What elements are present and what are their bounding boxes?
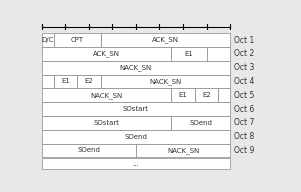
Text: ACK_SN: ACK_SN [152, 37, 179, 43]
Text: NACK_SN: NACK_SN [167, 147, 199, 154]
Text: SOstart: SOstart [123, 106, 149, 112]
Text: E1: E1 [61, 79, 70, 84]
Polygon shape [77, 74, 101, 88]
Text: ...: ... [132, 161, 139, 167]
Text: NACK_SN: NACK_SN [120, 64, 152, 71]
Polygon shape [42, 61, 230, 74]
Polygon shape [171, 116, 230, 130]
Text: Oct 8: Oct 8 [234, 132, 254, 141]
Polygon shape [218, 88, 230, 102]
Text: E2: E2 [202, 92, 211, 98]
Polygon shape [42, 33, 54, 47]
Polygon shape [195, 88, 218, 102]
Text: CPT: CPT [70, 37, 84, 43]
Text: Oct 6: Oct 6 [234, 105, 254, 113]
Text: Oct 1: Oct 1 [234, 36, 254, 45]
Text: Oct 9: Oct 9 [234, 146, 254, 155]
Text: ACK_SN: ACK_SN [93, 50, 120, 57]
Polygon shape [171, 47, 206, 61]
Text: SOend: SOend [125, 134, 147, 140]
Polygon shape [171, 88, 195, 102]
Polygon shape [42, 158, 230, 169]
Polygon shape [42, 116, 171, 130]
Text: E1: E1 [178, 92, 188, 98]
Text: SOend: SOend [77, 147, 100, 153]
Polygon shape [42, 88, 171, 102]
Text: E1: E1 [185, 51, 193, 57]
Text: SOend: SOend [189, 120, 212, 126]
Polygon shape [42, 74, 54, 88]
Polygon shape [101, 33, 230, 47]
Polygon shape [54, 74, 77, 88]
Polygon shape [206, 47, 230, 61]
Text: SOstart: SOstart [94, 120, 119, 126]
Text: Oct 5: Oct 5 [234, 91, 254, 100]
Polygon shape [136, 144, 230, 157]
Text: Oct 4: Oct 4 [234, 77, 254, 86]
Polygon shape [42, 102, 230, 116]
Polygon shape [42, 130, 230, 144]
Text: NACK_SN: NACK_SN [149, 78, 182, 85]
Polygon shape [42, 144, 136, 157]
Polygon shape [54, 33, 101, 47]
Text: NACK_SN: NACK_SN [90, 92, 123, 99]
Text: Oct 2: Oct 2 [234, 49, 254, 58]
Polygon shape [42, 47, 171, 61]
Text: E2: E2 [85, 79, 93, 84]
Text: D/C: D/C [42, 37, 54, 43]
Text: Oct 7: Oct 7 [234, 118, 254, 127]
Text: Oct 3: Oct 3 [234, 63, 254, 72]
Polygon shape [101, 74, 230, 88]
